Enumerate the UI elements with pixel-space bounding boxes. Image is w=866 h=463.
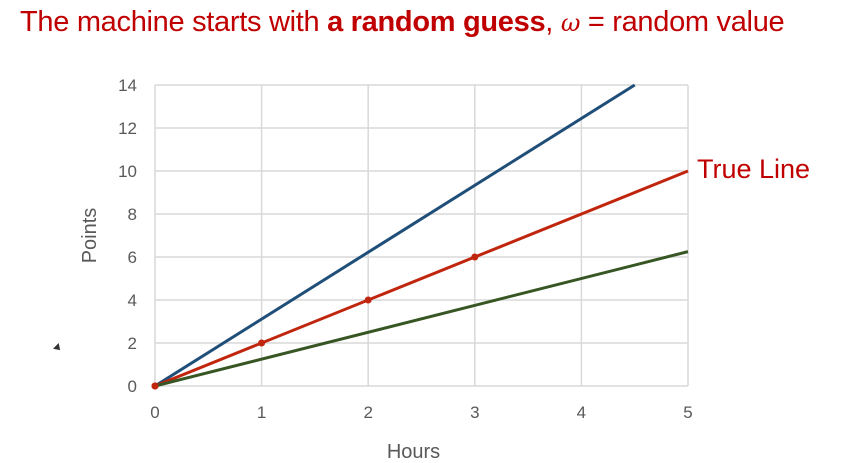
title-text: The machine starts with [20,6,328,38]
x-tick-label: 2 [363,403,372,422]
x-tick-label: 0 [150,403,159,422]
x-axis-label: Hours [387,441,440,463]
y-axis-label: Points [79,208,101,264]
omega-symbol: ω [560,9,581,37]
y-tick-label: 10 [118,162,137,181]
data-point [364,296,372,304]
y-tick-label: 4 [128,291,137,310]
y-tick-label: 6 [128,248,137,267]
title-suffix: = random value [580,6,785,38]
true-line-label: True Line [697,154,810,184]
title-sep: , [545,6,561,38]
series-line-1 [154,169,689,388]
data-point [258,339,266,347]
series-line-0 [154,83,636,388]
slide-title: The machine starts with a random guess, … [20,6,785,39]
x-tick-label: 4 [577,403,586,422]
y-tick-label: 0 [128,377,137,396]
title-bold: a random guess [327,6,546,38]
y-tick-label: 14 [118,76,137,95]
series-line-2 [154,250,689,388]
y-tick-label: 8 [128,205,137,224]
origin-point [151,382,159,390]
x-tick-label: 3 [470,403,479,422]
x-tick-label: 1 [257,403,266,422]
x-tick-label: 5 [683,403,692,422]
data-point [471,253,479,261]
y-tick-label: 2 [128,334,137,353]
y-tick-label: 12 [118,119,137,138]
